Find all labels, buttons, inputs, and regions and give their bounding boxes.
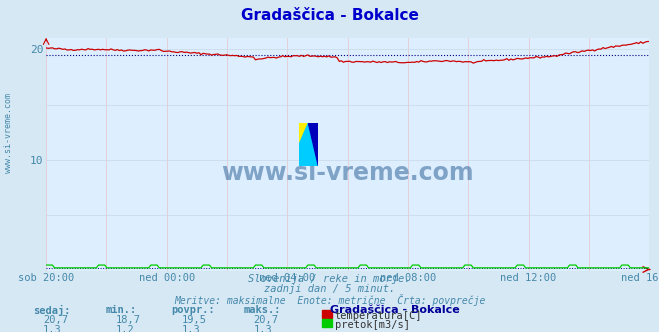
Text: 20,7: 20,7	[43, 315, 68, 325]
Text: 1,3: 1,3	[254, 325, 272, 332]
Text: 1,3: 1,3	[43, 325, 61, 332]
Text: Gradaščica - Bokalce: Gradaščica - Bokalce	[330, 305, 459, 315]
Text: Meritve: maksimalne  Enote: metrične  Črta: povprečje: Meritve: maksimalne Enote: metrične Črta…	[174, 294, 485, 306]
Polygon shape	[299, 123, 318, 166]
Polygon shape	[299, 123, 308, 144]
Text: min.:: min.:	[105, 305, 136, 315]
Text: Gradaščica - Bokalce: Gradaščica - Bokalce	[241, 8, 418, 23]
Text: maks.:: maks.:	[244, 305, 281, 315]
Text: 19,5: 19,5	[181, 315, 206, 325]
Text: www.si-vreme.com: www.si-vreme.com	[221, 161, 474, 185]
Text: zadnji dan / 5 minut.: zadnji dan / 5 minut.	[264, 284, 395, 294]
Text: Slovenija / reke in morje.: Slovenija / reke in morje.	[248, 274, 411, 284]
Text: pretok[m3/s]: pretok[m3/s]	[335, 320, 410, 330]
Text: 1,3: 1,3	[181, 325, 200, 332]
Text: sedaj:: sedaj:	[33, 305, 71, 316]
Text: povpr.:: povpr.:	[171, 305, 215, 315]
Text: 20,7: 20,7	[254, 315, 279, 325]
Text: 18,7: 18,7	[115, 315, 140, 325]
Text: temperatura[C]: temperatura[C]	[335, 311, 422, 321]
Polygon shape	[308, 123, 318, 166]
Text: www.si-vreme.com: www.si-vreme.com	[4, 93, 13, 173]
Text: 1,2: 1,2	[115, 325, 134, 332]
